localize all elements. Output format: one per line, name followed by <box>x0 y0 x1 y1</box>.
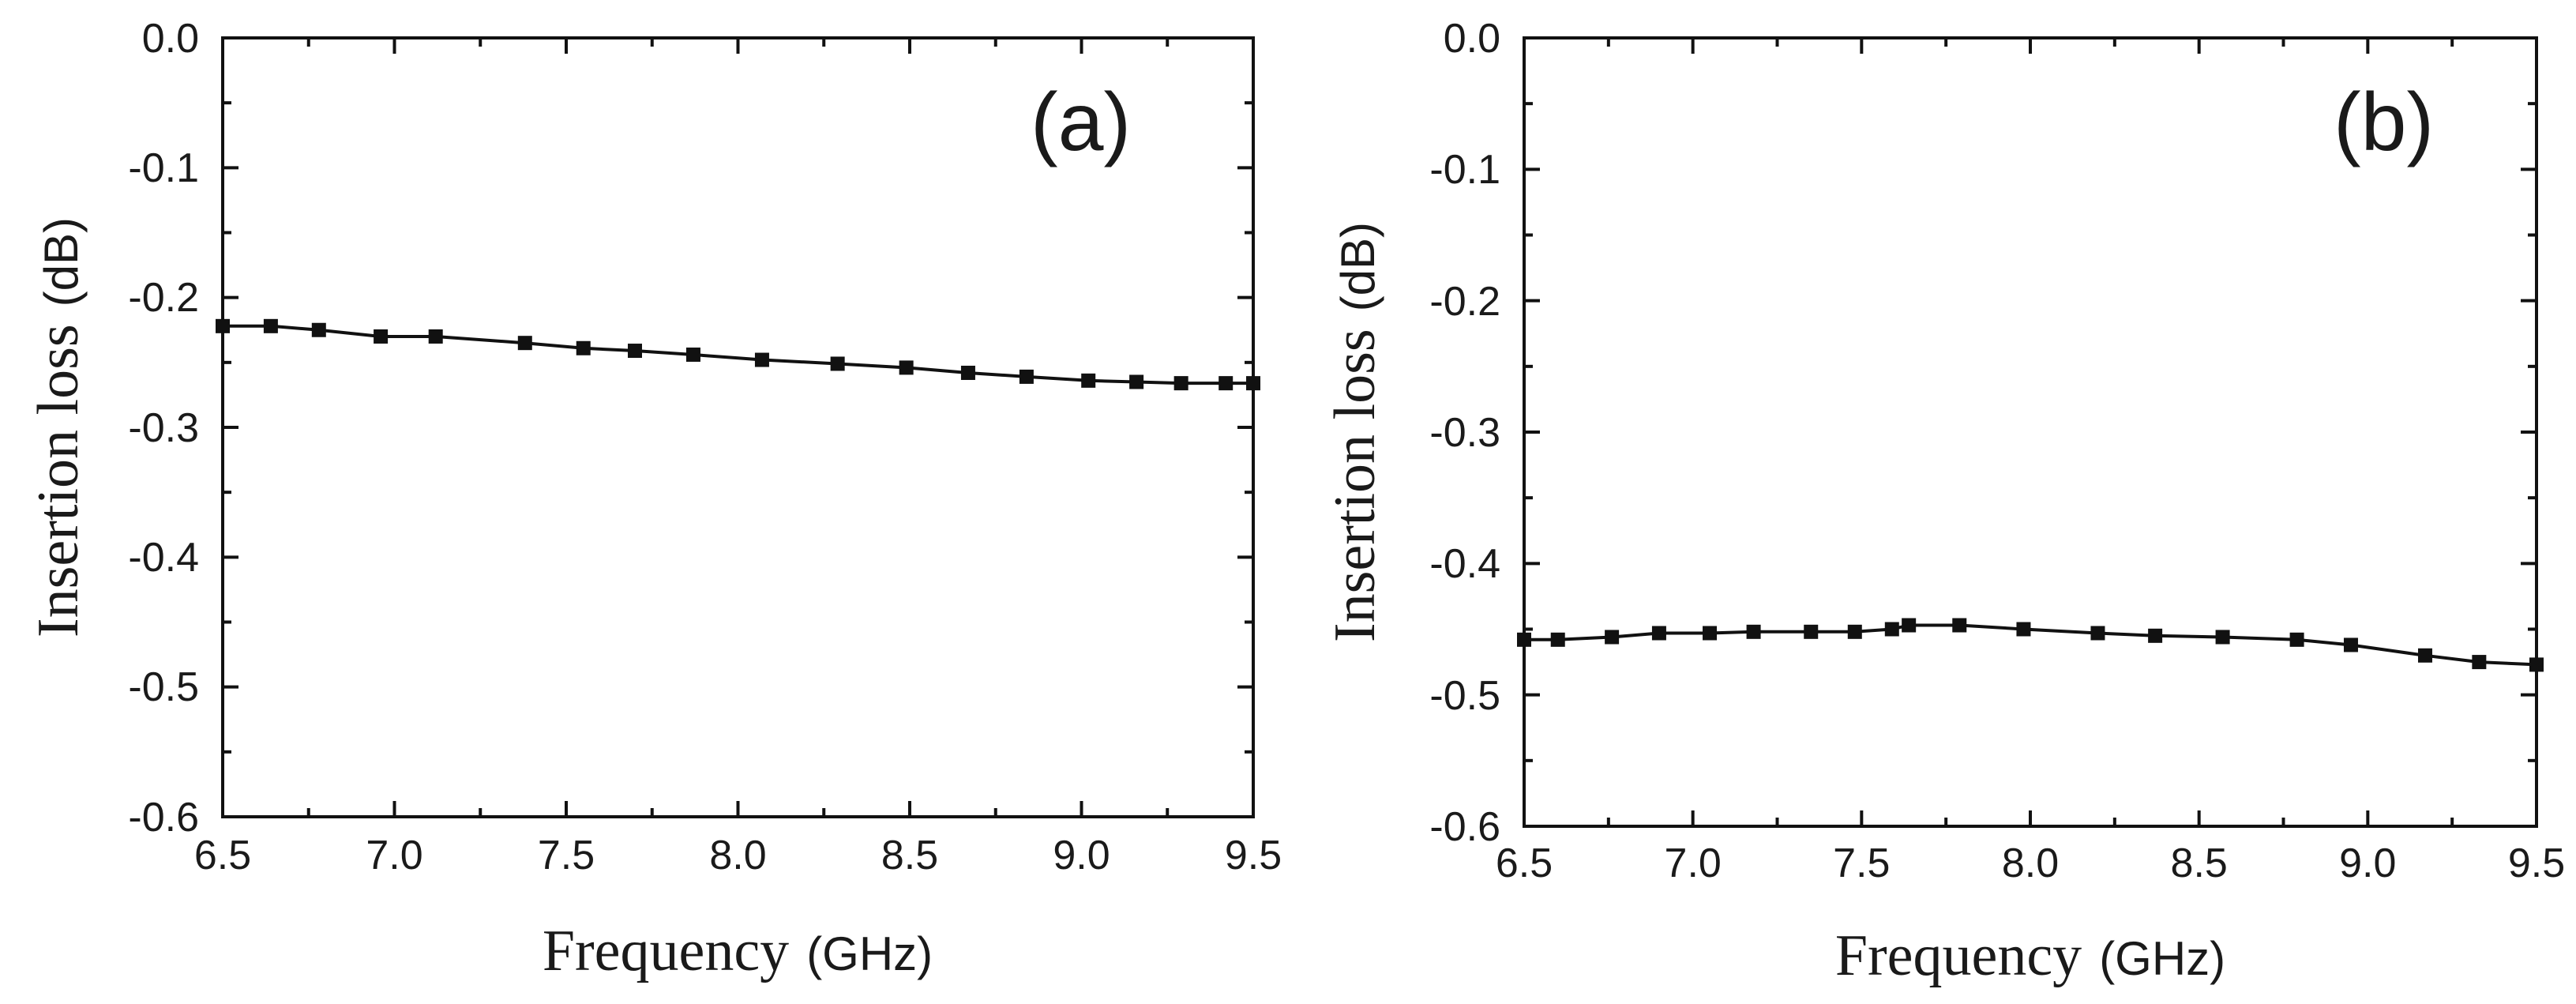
panel-b-data-point <box>2472 655 2487 670</box>
panel-b-xtick-label: 7.5 <box>1833 840 1890 886</box>
panel-b-data-point <box>1884 622 1899 637</box>
panel-b-xtick-label: 7.0 <box>1665 840 1722 886</box>
panel-a-data-point <box>263 318 278 333</box>
panel-b-data-point <box>1847 624 1862 639</box>
panel-a-xtick-label: 9.0 <box>1053 833 1110 878</box>
panel-b-data-point <box>2148 628 2163 643</box>
panel-b-data-point <box>2090 626 2105 641</box>
panel-a-ytick-label: -0.2 <box>128 275 199 321</box>
panel-a-xtick-label: 6.5 <box>194 833 251 878</box>
panel-b-data-point <box>2016 622 2031 637</box>
panel-a-ytick-label: -0.1 <box>128 145 199 191</box>
panel-b-data-point <box>1517 632 1531 647</box>
panel-b-data-point <box>2289 632 2304 647</box>
panel-b-ytick-label: -0.3 <box>1429 410 1500 456</box>
panel-b-xtick-label: 9.5 <box>2508 840 2565 886</box>
panel-b-data-point <box>1804 624 1819 639</box>
panel-a-data-point <box>517 336 532 351</box>
panel-a-data-point <box>1129 374 1144 389</box>
panel-b-data-point <box>2215 630 2230 645</box>
panel-a-ytick-label: -0.3 <box>128 405 199 451</box>
panel-b-xunit: (GHz) <box>2099 932 2225 985</box>
panel-a-xtick-label: 8.0 <box>709 833 766 878</box>
panel-a-y-ticks <box>223 36 1253 818</box>
panel-b-data-point <box>1902 618 1917 633</box>
panel-b-xlabel: Frequency <box>1835 923 2082 988</box>
panel-b-ylabel: Insertion loss <box>1323 329 1388 642</box>
panel-a-label: (a) <box>1031 77 1131 168</box>
panel-b-xtick-label: 8.0 <box>2002 840 2059 886</box>
panel-b-data-point <box>1746 624 1761 639</box>
panel-b-xtick-label: 6.5 <box>1496 840 1553 886</box>
panel-a: 0.0 -0.1 -0.2 -0.3 -0.4 -0.5 -0.6 6.5 7.… <box>26 16 1282 983</box>
panel-a-xlabel: Frequency <box>543 919 789 983</box>
panel-a-xunit: (GHz) <box>806 927 933 980</box>
panel-a-xtick-label: 7.0 <box>366 833 422 878</box>
panel-a-data-point <box>1081 373 1096 388</box>
panel-b-ytick-label: -0.1 <box>1429 147 1500 193</box>
panel-b-label: (b) <box>2334 77 2434 168</box>
panel-a-xtick-label: 7.5 <box>538 833 595 878</box>
panel-b-data-point <box>1651 626 1666 641</box>
panel-a-data-point <box>428 329 443 344</box>
panel-a-data-point <box>311 322 326 337</box>
panel-b-ytick-label: 0.0 <box>1444 16 1500 62</box>
panel-a-data-point <box>576 340 591 355</box>
panel-a-data-point <box>685 347 700 362</box>
panel-a-data-point <box>216 318 230 333</box>
panel-a-ylabel: Insertion loss <box>26 324 91 637</box>
panel-a-data-point <box>374 329 389 344</box>
panel-b-data-point <box>1952 618 1967 633</box>
panel-b-ytick-label: -0.6 <box>1429 804 1500 850</box>
panel-a-xtick-label: 9.5 <box>1225 833 1282 878</box>
panel-a-xtick-label: 8.5 <box>881 833 938 878</box>
panel-b: 0.0 -0.1 -0.2 -0.3 -0.4 -0.5 -0.6 6.5 7.… <box>1323 16 2565 988</box>
panel-b-x-axis-title: Frequency (GHz) <box>1835 923 2225 988</box>
panel-a-data-point <box>899 360 914 375</box>
panel-b-ytick-label: -0.5 <box>1429 673 1500 719</box>
panel-b-data-point <box>1703 626 1718 641</box>
panel-b-xtick-label: 9.0 <box>2339 840 2396 886</box>
panel-a-series <box>216 318 1260 391</box>
panel-b-xtick-label: 8.5 <box>2171 840 2228 886</box>
panel-a-data-point <box>1219 376 1234 391</box>
panel-b-x-ticks <box>1523 38 2538 826</box>
panel-b-data-point <box>1550 632 1565 647</box>
panel-a-x-ticks <box>221 38 1255 817</box>
panel-a-ytick-label: -0.4 <box>128 535 199 581</box>
panel-b-y-ticks <box>1524 36 2537 828</box>
panel-b-series <box>1517 618 2544 672</box>
panel-b-ytick-label: -0.4 <box>1429 541 1500 587</box>
panel-b-series-line <box>1524 623 2537 667</box>
panel-b-data-point <box>2529 657 2544 672</box>
panel-a-ytick-label: -0.5 <box>128 664 199 710</box>
panel-b-data-point <box>1605 630 1620 645</box>
panel-a-data-point <box>960 365 975 380</box>
panel-b-data-point <box>2417 648 2432 663</box>
panel-a-data-point <box>1173 376 1188 391</box>
panel-a-data-point <box>1246 376 1260 391</box>
panel-b-ytick-label: -0.2 <box>1429 279 1500 325</box>
panel-a-yunit: (dB) <box>35 217 88 306</box>
panel-a-ytick-label: 0.0 <box>142 16 199 62</box>
panel-a-ytick-label: -0.6 <box>128 795 199 840</box>
panel-a-data-point <box>628 344 642 359</box>
panel-a-data-point <box>754 352 769 367</box>
panel-a-y-axis-title: Insertion loss (dB) <box>26 217 91 637</box>
panel-b-yunit: (dB) <box>1331 222 1384 311</box>
panel-a-x-axis-title: Frequency (GHz) <box>543 919 933 983</box>
panel-b-data-point <box>2343 637 2358 652</box>
panel-b-y-axis-title: Insertion loss (dB) <box>1323 222 1388 642</box>
panel-a-data-point <box>830 356 845 371</box>
panel-a-data-point <box>1019 369 1034 384</box>
